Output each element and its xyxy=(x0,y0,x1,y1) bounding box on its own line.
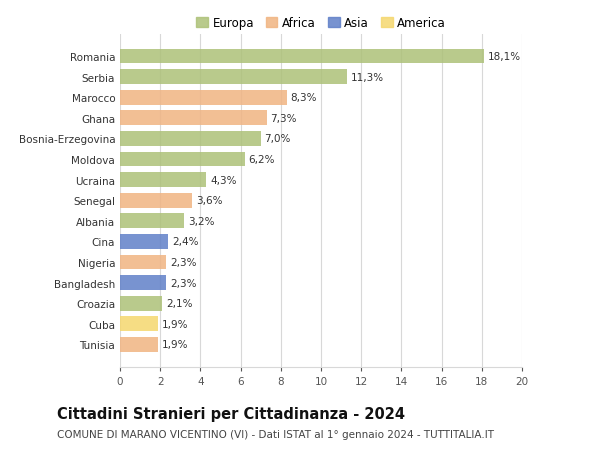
Text: 1,9%: 1,9% xyxy=(162,319,188,329)
Bar xyxy=(120,132,260,146)
Text: 18,1%: 18,1% xyxy=(487,52,521,62)
Bar xyxy=(120,255,166,270)
Bar xyxy=(120,214,184,229)
Text: 2,1%: 2,1% xyxy=(166,299,193,308)
Bar xyxy=(120,317,158,331)
Text: Cittadini Stranieri per Cittadinanza - 2024: Cittadini Stranieri per Cittadinanza - 2… xyxy=(57,406,405,421)
Bar xyxy=(120,296,162,311)
Text: 3,6%: 3,6% xyxy=(196,196,223,206)
Bar xyxy=(120,91,287,106)
Text: 2,3%: 2,3% xyxy=(170,278,196,288)
Text: 2,3%: 2,3% xyxy=(170,257,196,268)
Text: 11,3%: 11,3% xyxy=(351,73,384,83)
Bar xyxy=(120,70,347,85)
Bar xyxy=(120,193,193,208)
Text: 2,4%: 2,4% xyxy=(172,237,199,247)
Bar xyxy=(120,50,484,64)
Text: 4,3%: 4,3% xyxy=(210,175,236,185)
Bar xyxy=(120,173,206,188)
Bar xyxy=(120,337,158,352)
Text: 3,2%: 3,2% xyxy=(188,216,214,226)
Text: COMUNE DI MARANO VICENTINO (VI) - Dati ISTAT al 1° gennaio 2024 - TUTTITALIA.IT: COMUNE DI MARANO VICENTINO (VI) - Dati I… xyxy=(57,429,494,439)
Bar xyxy=(120,111,267,126)
Bar xyxy=(120,275,166,291)
Text: 7,3%: 7,3% xyxy=(271,114,297,123)
Text: 7,0%: 7,0% xyxy=(265,134,290,144)
Bar xyxy=(120,235,168,249)
Legend: Europa, Africa, Asia, America: Europa, Africa, Asia, America xyxy=(191,12,451,34)
Text: 6,2%: 6,2% xyxy=(248,155,275,165)
Bar xyxy=(120,152,245,167)
Text: 8,3%: 8,3% xyxy=(290,93,317,103)
Text: 1,9%: 1,9% xyxy=(162,340,188,350)
